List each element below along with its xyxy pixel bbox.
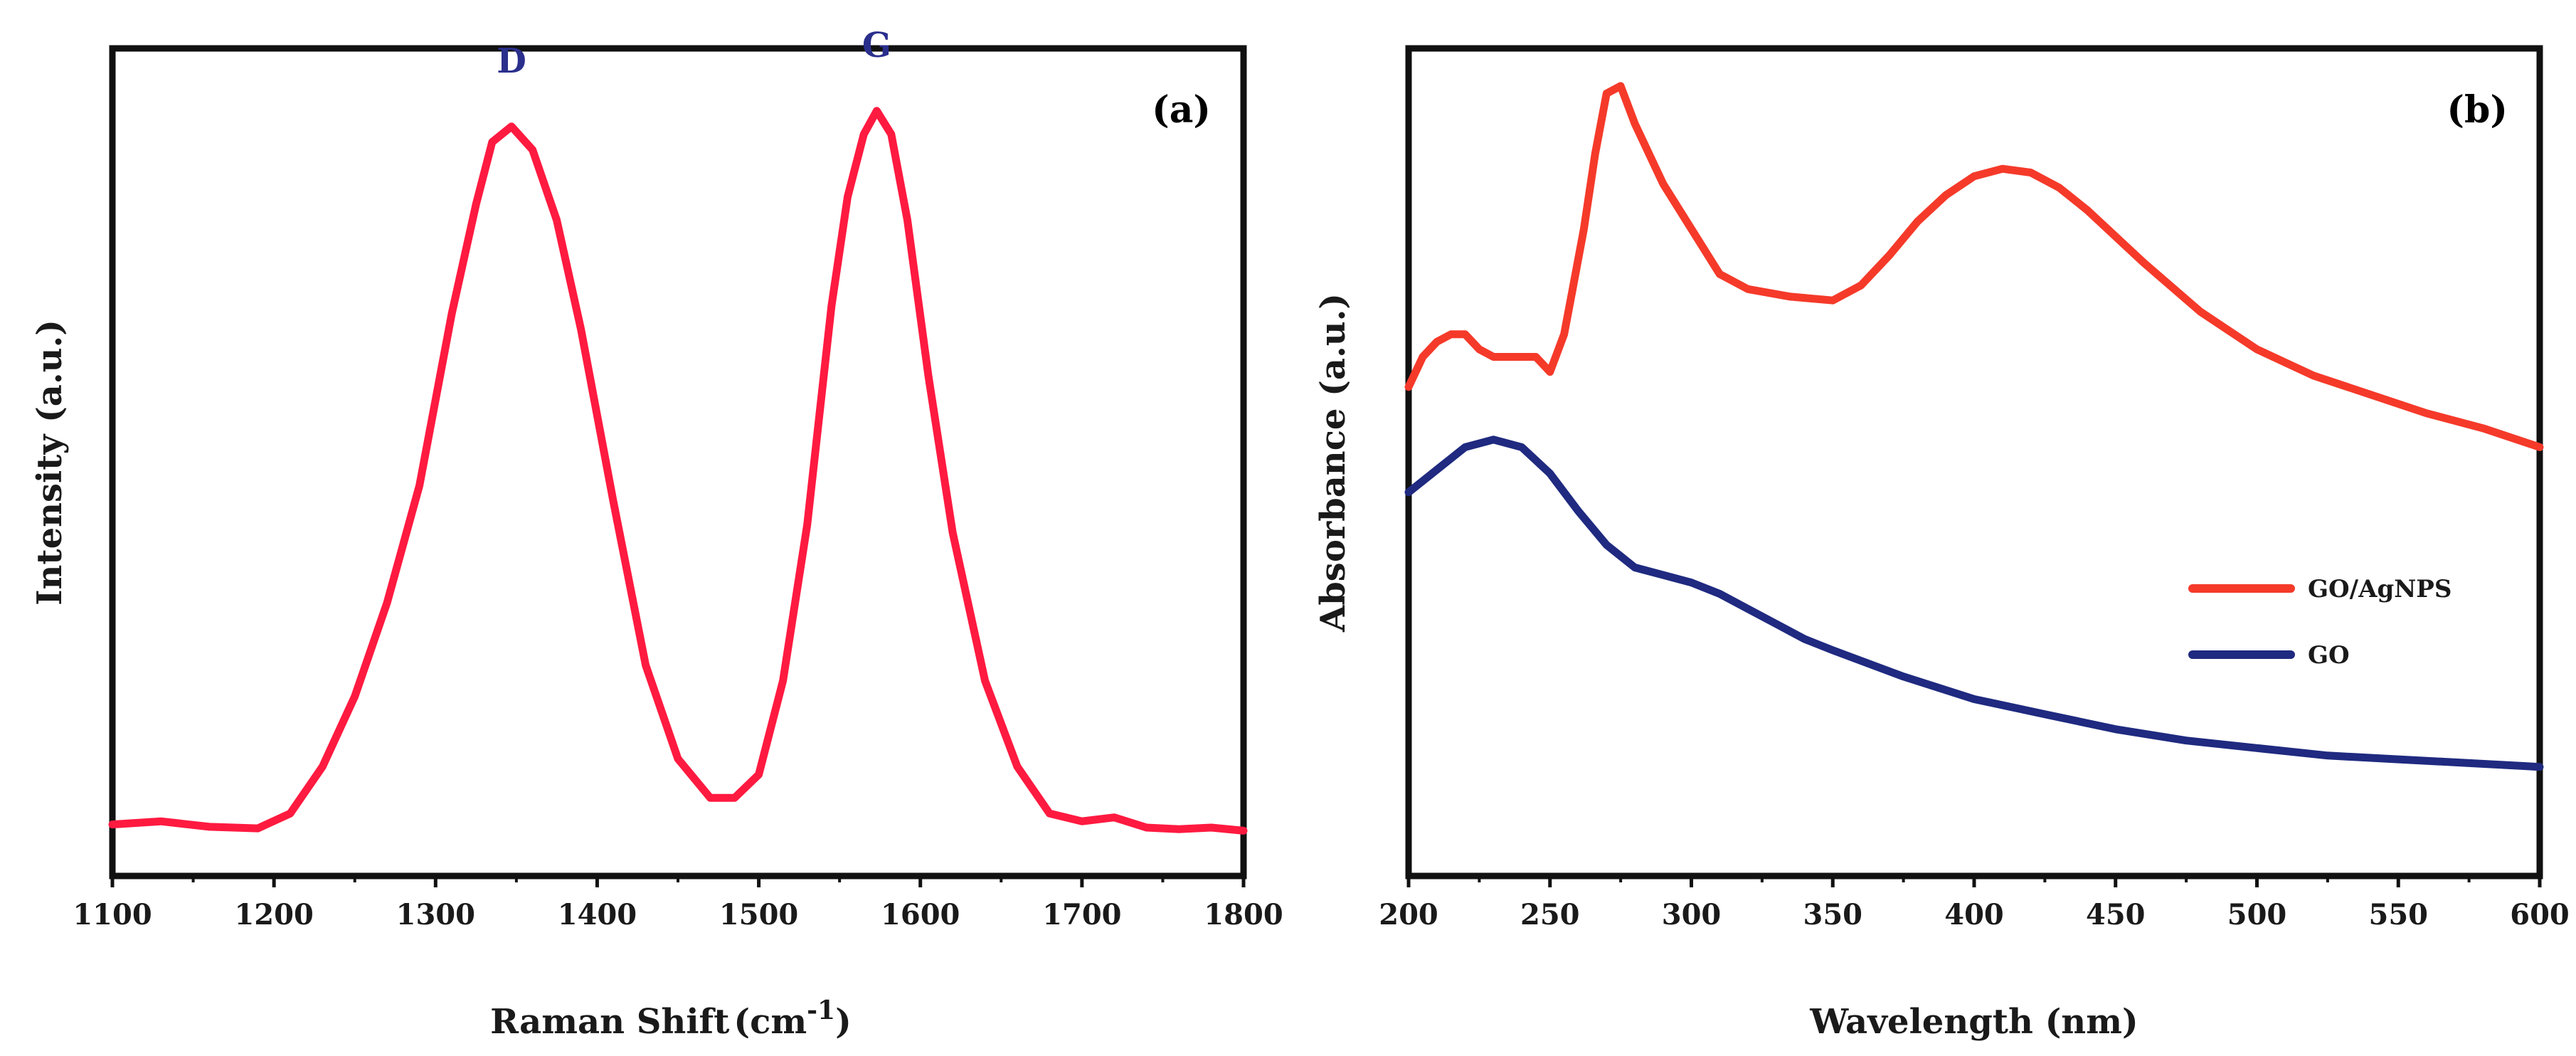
- raman-panel: 1100 1200 1300 1400 1500 1600 1700 1800 D G (a)…: [30, 26, 1283, 1042]
- raman-x-tick-label-1100: 1100: [73, 898, 152, 931]
- raman-x-tick-label-1300: 1300: [396, 898, 475, 931]
- panel-a-label: (a): [1152, 88, 1211, 132]
- go-agnps-line: [1404, 82, 2544, 451]
- uvvis-x-tick-label-350: 350: [1803, 898, 1863, 931]
- raman-line: [108, 107, 1248, 835]
- raman-x-tick-label-1200: 1200: [234, 898, 313, 931]
- uvvis-x-tick-label-550: 550: [2369, 898, 2429, 931]
- raman-y-axis-title: Intensity (a.u.): [30, 320, 70, 606]
- raman-x-tick-label-1800: 1800: [1204, 898, 1283, 931]
- legend-label-go: GO: [2308, 641, 2350, 670]
- raman-x-tick-label-1600: 1600: [881, 898, 960, 931]
- raman-x-ticks: [110, 876, 1246, 887]
- raman-x-tick-label-1700: 1700: [1042, 898, 1121, 931]
- raman-x-axis-title: Raman Shift (cm-1): [490, 996, 852, 1042]
- legend-label-go-agnps: GO/AgNPS: [2308, 575, 2452, 603]
- uvvis-x-axis-title: Wavelength (nm): [1809, 1002, 2138, 1042]
- uvvis-x-tick-label-250: 250: [1520, 898, 1580, 931]
- raman-x-tick-labels: 1100 1200 1300 1400 1500 1600 1700 1800: [73, 898, 1283, 931]
- raman-x-tick-label-1400: 1400: [558, 898, 637, 931]
- g-band-label: G: [862, 26, 891, 65]
- legend: GO/AgNPS GO: [2188, 575, 2452, 670]
- raman-x-tick-label-1500: 1500: [719, 898, 798, 931]
- uvvis-x-tick-labels: 200 250 300 350 400 450 500 550 600: [1379, 898, 2570, 931]
- uvvis-x-ticks: [1406, 876, 2542, 887]
- uvvis-x-tick-label-200: 200: [1379, 898, 1438, 931]
- uvvis-x-tick-label-300: 300: [1662, 898, 1722, 931]
- raman-x-axis-unit-close: ): [835, 1002, 852, 1042]
- d-band-label: D: [497, 41, 526, 81]
- raman-x-axis-unit: (cm: [733, 1002, 807, 1042]
- uvvis-panel: 200 250 300 350 400 450 500 550 600 (b) Absorban…: [1313, 45, 2570, 1042]
- uvvis-x-tick-label-450: 450: [2086, 898, 2146, 931]
- uvvis-y-axis-title: Absorbance (a.u.): [1313, 293, 1353, 633]
- go-line: [1404, 435, 2544, 771]
- uvvis-x-tick-label-600: 600: [2510, 898, 2570, 931]
- panel-b-label: (b): [2447, 88, 2508, 132]
- uvvis-x-tick-label-400: 400: [1944, 898, 2004, 931]
- raman-x-axis-unit-exponent: -1: [807, 996, 835, 1025]
- uvvis-x-tick-label-500: 500: [2227, 898, 2287, 931]
- raman-x-axis-name: Raman Shift: [490, 1002, 729, 1042]
